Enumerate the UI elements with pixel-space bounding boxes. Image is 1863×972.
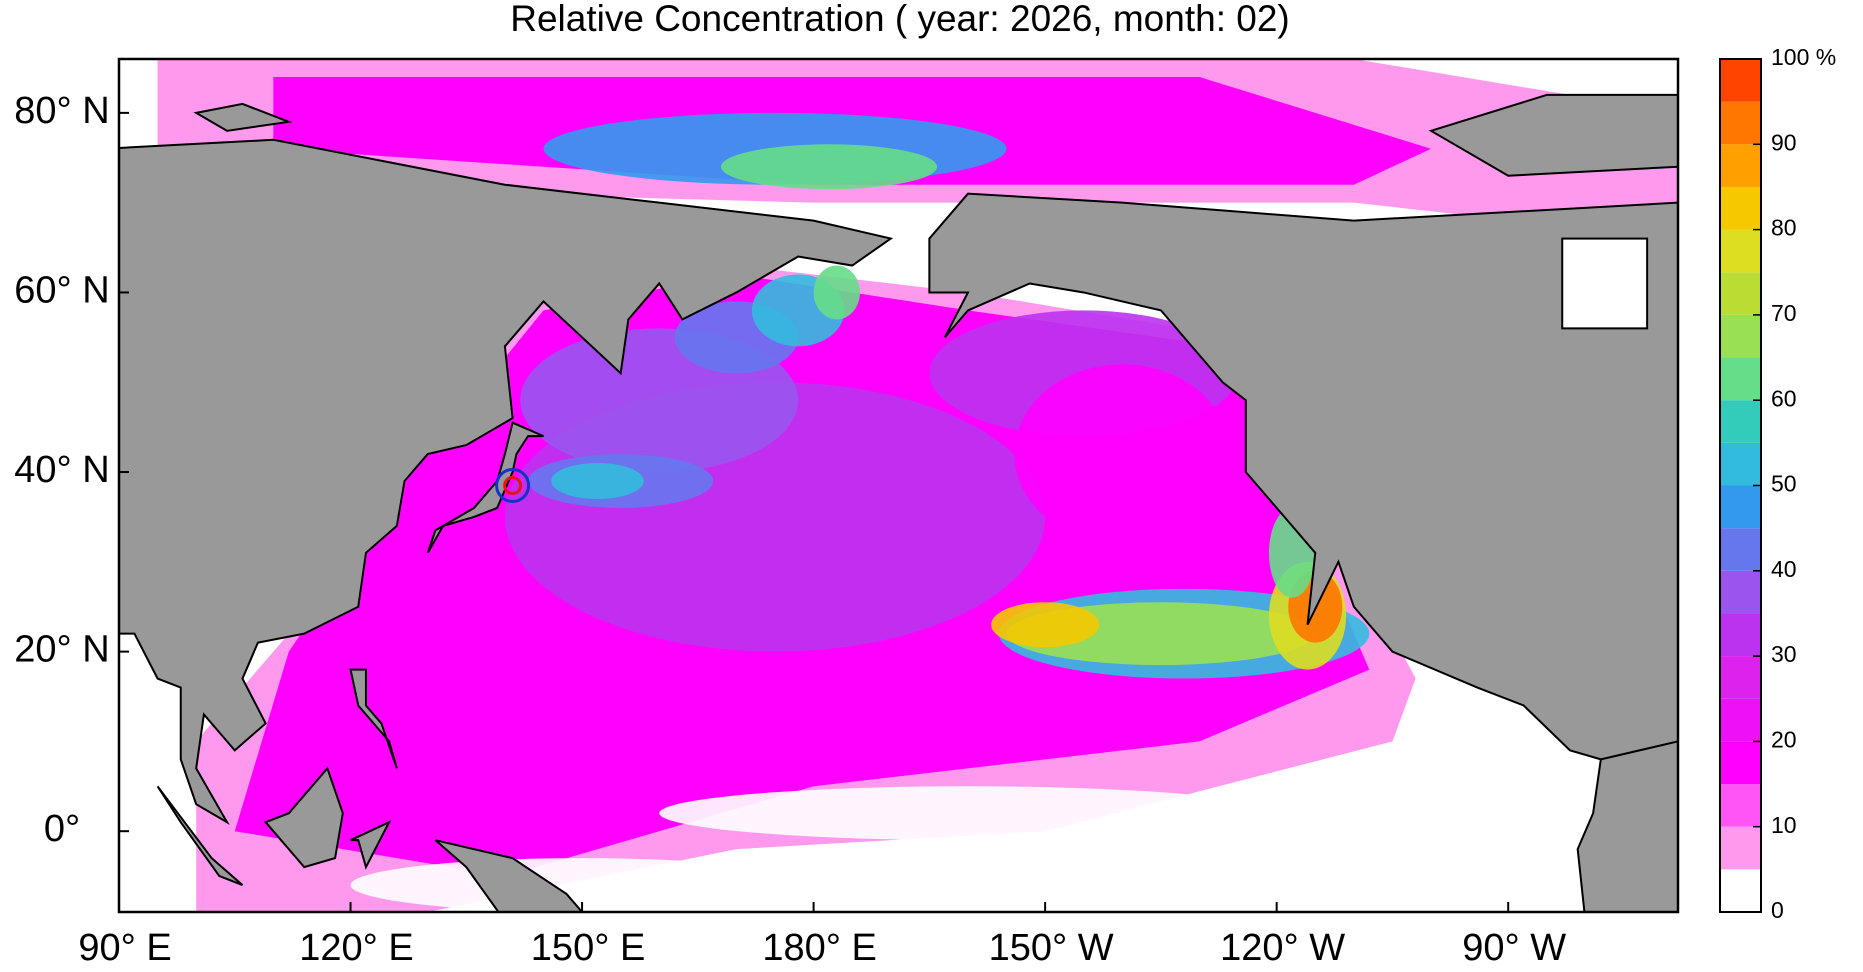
colorbar-band <box>1720 741 1761 785</box>
colorbar-band <box>1720 570 1761 614</box>
colorbar-band <box>1720 101 1761 145</box>
x-tick-label: 120° E <box>299 927 414 969</box>
colorbar-tick-label: 80 <box>1771 215 1797 241</box>
land-mass <box>263 766 344 869</box>
field-contour <box>1014 364 1231 544</box>
colorbar-band <box>1720 698 1761 742</box>
field-contour <box>1561 237 1649 330</box>
colorbar-tick-label: 100 % <box>1771 44 1836 70</box>
y-tick-label: 80° N <box>14 90 109 132</box>
land-mass <box>1428 93 1678 177</box>
colorbar-tick-label: 90 <box>1771 129 1797 155</box>
colorbar-tick-label: 50 <box>1771 471 1797 497</box>
land-mass <box>349 668 398 769</box>
y-tick-label: 40° N <box>14 449 109 491</box>
colorbar-band <box>1720 442 1761 486</box>
colorbar-band <box>1720 144 1761 187</box>
field-contour <box>350 858 814 912</box>
x-tick-label: 120° W <box>1220 927 1345 969</box>
colorbar-band <box>1720 528 1761 571</box>
land-mass <box>426 421 544 554</box>
land-mass <box>156 785 244 886</box>
field-contour <box>659 786 1277 841</box>
land-mass <box>350 820 392 870</box>
colorbar-tick-label: 20 <box>1771 726 1797 752</box>
y-tick-label: 60° N <box>14 269 109 311</box>
colorbar-band <box>1720 826 1761 870</box>
colorbar-tick-label: 60 <box>1771 385 1797 411</box>
colorbar-band <box>1720 186 1761 230</box>
land <box>119 93 1678 912</box>
land-mass <box>928 192 1678 761</box>
land-mass <box>434 839 584 912</box>
y-tick-label: 20° N <box>14 629 109 671</box>
field-contour <box>551 463 644 499</box>
colorbar-band <box>1720 314 1761 358</box>
field-contour <box>991 602 1100 648</box>
source-marker-core <box>503 476 523 495</box>
colorbar-band <box>1720 613 1761 657</box>
colorbar-tick-label: 70 <box>1771 300 1797 326</box>
colorbar-band <box>1720 229 1761 273</box>
source-marker <box>495 468 531 503</box>
colorbar-band <box>1720 485 1761 529</box>
colorbar-tick-label: 30 <box>1771 641 1797 667</box>
colorbar-band <box>1720 869 1761 912</box>
colorbar-band <box>1720 272 1761 315</box>
colorbar-tick-label: 40 <box>1771 556 1797 582</box>
x-tick-label: 150° E <box>531 927 646 969</box>
colorbar-band <box>1720 59 1761 102</box>
colorbar-band <box>1720 656 1761 699</box>
colorbar-tick-label: 0 <box>1771 897 1784 923</box>
x-tick-label: 150° W <box>989 927 1114 969</box>
field-contour <box>720 144 938 190</box>
x-tick-label: 90° E <box>78 927 171 969</box>
colorbar-tick-label: 10 <box>1771 812 1797 838</box>
colorbar-band <box>1720 357 1761 401</box>
colorbar-band <box>1720 784 1761 827</box>
plot-frame <box>117 57 1680 914</box>
colorbar-band <box>1720 400 1761 443</box>
map-title: Relative Concentration ( year: 2026, mon… <box>510 0 1289 39</box>
field-contour <box>813 265 860 320</box>
land-mass <box>193 102 293 132</box>
land-mass <box>119 138 894 825</box>
x-tick-label: 180° E <box>762 927 877 969</box>
x-tick-label: 90° W <box>1462 927 1566 969</box>
y-tick-label: 0° <box>44 808 80 850</box>
land-mass <box>1576 740 1678 912</box>
